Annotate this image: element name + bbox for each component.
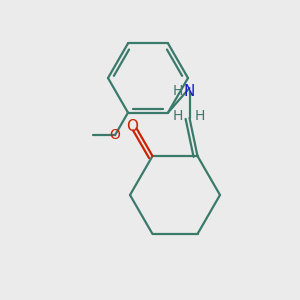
Text: O: O [110,128,120,142]
Text: H: H [172,84,183,98]
Text: H: H [194,109,205,123]
Text: H: H [172,109,183,123]
Text: N: N [184,83,195,98]
Text: O: O [127,119,139,134]
